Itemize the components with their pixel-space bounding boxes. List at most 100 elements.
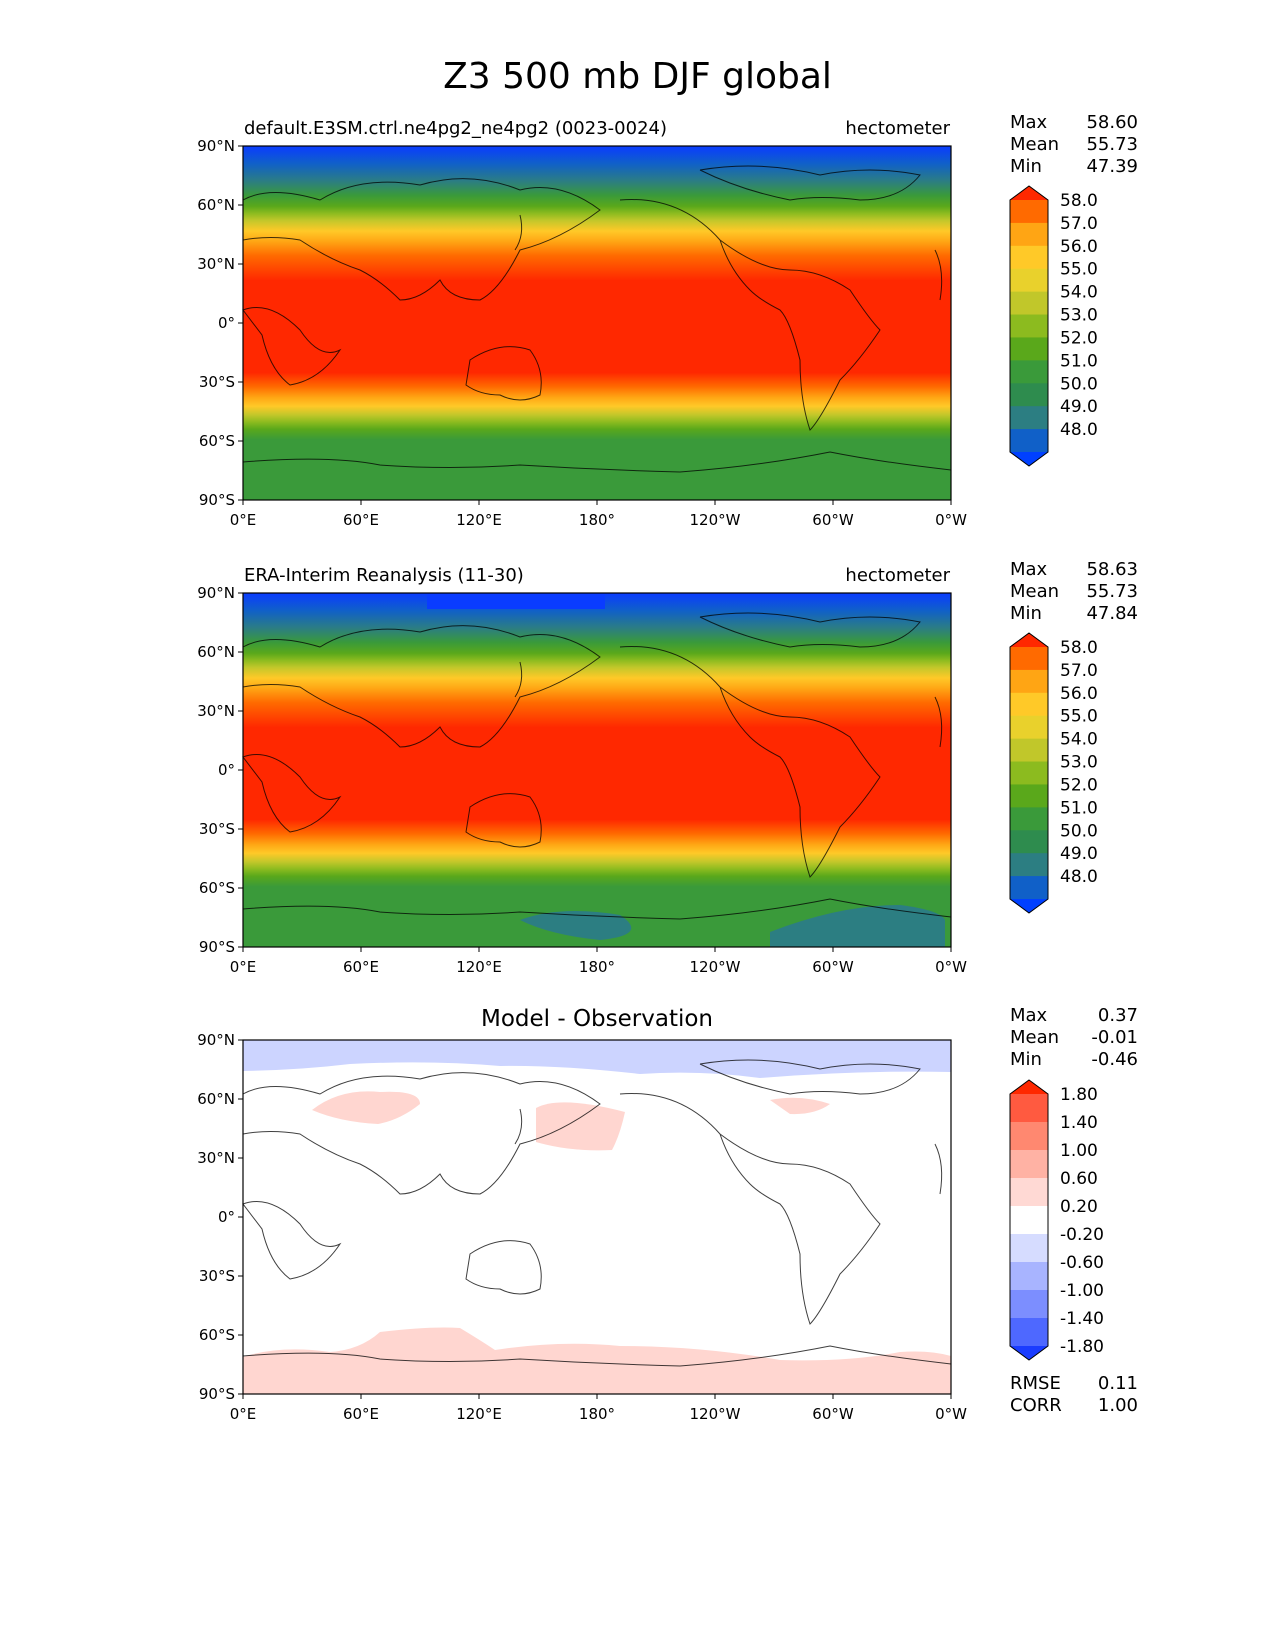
lon-tick-label: 0°E — [230, 511, 257, 529]
coastlines — [242, 1059, 952, 1367]
max-value: 0.37 — [1097, 1005, 1138, 1026]
colorbar-label: -1.80 — [1060, 1337, 1104, 1357]
colorbar-segment — [1010, 830, 1048, 854]
lat-tick-label: 30°N — [197, 255, 235, 273]
map-field — [243, 146, 951, 500]
lon-tick-label: 120°E — [456, 958, 502, 976]
colorbar-label: 52.0 — [1060, 328, 1098, 348]
colorbar-label: 0.60 — [1060, 1169, 1098, 1189]
figure-title: Z3 500 mb DJF global — [443, 56, 832, 97]
lat-tick-label: 90°N — [197, 137, 235, 155]
lat-tick-label: 90°N — [197, 1031, 235, 1049]
lat-tick-label: 90°S — [199, 1385, 235, 1403]
lon-tick-label: 120°W — [690, 1405, 741, 1423]
mean-label: Mean — [1010, 1027, 1060, 1048]
colorbar-label: 48.0 — [1060, 420, 1098, 440]
max-label: Max — [1010, 112, 1048, 133]
colorbar: 1.80 1.40 1.00 0.60 0.20 -0.20 -0.60 -1.00 -1.40… — [1009, 1079, 1104, 1361]
lon-tick-label: 60°W — [812, 1405, 854, 1423]
rmse-value: 0.11 — [1097, 1373, 1138, 1394]
coastlines — [242, 612, 952, 920]
colorbar-segment — [1010, 1262, 1048, 1291]
colorbar: 58.0 57.0 56.0 55.0 54.0 53.052.0 51.0 50.0 49.0… — [1009, 632, 1098, 914]
lat-tick-label: 90°S — [199, 938, 235, 956]
lat-tick-label: 60°S — [199, 879, 235, 897]
lon-tick-label: 0°W — [935, 511, 967, 529]
colorbar-label: 57.0 — [1060, 214, 1098, 234]
colorbar-segment — [1010, 1318, 1048, 1347]
colorbar-outline — [1009, 185, 1049, 467]
min-label: Min — [1010, 156, 1042, 177]
colorbar-label: 56.0 — [1060, 237, 1098, 257]
negative-region — [243, 1040, 951, 1078]
colorbar-extend-min — [1010, 899, 1048, 913]
max-label: Max — [1010, 1005, 1048, 1026]
rmse-label: RMSE — [1010, 1373, 1061, 1394]
mean-value: 55.73 — [1086, 134, 1138, 155]
lon-tick-label: 180° — [579, 1405, 615, 1423]
panel-2-units: hectometer — [845, 565, 950, 586]
mean-value: 55.73 — [1086, 581, 1138, 602]
colorbar-segment — [1010, 429, 1048, 453]
colorbar: 58.0 57.0 56.0 55.0 54.0 53.052.0 51.0 50.0 49.0… — [1009, 185, 1098, 467]
colorbar-segment — [1010, 291, 1048, 316]
colorbar-segment — [1010, 876, 1048, 900]
colorbar-outline — [1009, 632, 1049, 914]
lat-tick-label: 30°S — [199, 1267, 235, 1285]
colorbar-outline — [1009, 1079, 1049, 1361]
panel-1-title: default.E3SM.ctrl.ne4pg2_ne4pg2 (0023-00… — [244, 118, 667, 139]
colorbar-label: 53.0 — [1060, 753, 1098, 773]
lon-tick-label: 0°W — [935, 958, 967, 976]
coastlines — [242, 165, 952, 473]
lon-tick-label: 120°W — [690, 511, 741, 529]
colorbar-label: 1.40 — [1060, 1113, 1098, 1133]
lat-tick-label: 30°N — [197, 702, 235, 720]
panel-2-map — [242, 592, 952, 948]
colorbar-label: -0.20 — [1060, 1225, 1104, 1245]
colorbar-label: 54.0 — [1060, 730, 1098, 750]
lon-tick-label: 0°W — [935, 1405, 967, 1423]
lon-tick-label: 120°E — [456, 511, 502, 529]
colorbar-extend-min — [1010, 452, 1048, 466]
colorbar-segment — [1010, 222, 1048, 247]
lat-tick-label: 30°S — [199, 820, 235, 838]
colorbar-segment — [1010, 337, 1048, 361]
lat-tick-label: 0° — [218, 314, 235, 332]
colorbar-segment — [1010, 761, 1048, 785]
colorbar-segment — [1010, 738, 1048, 763]
min-value: 47.39 — [1086, 156, 1138, 177]
min-label: Min — [1010, 1049, 1042, 1070]
panel-1-map — [242, 145, 952, 501]
colorbar-segment — [1010, 200, 1048, 224]
lat-tick-label: 30°N — [197, 1149, 235, 1167]
lat-tick-label: 0° — [218, 1208, 235, 1226]
lat-tick-label: 60°N — [197, 196, 235, 214]
colorbar-label: 48.0 — [1060, 867, 1098, 887]
colorbar-label: 58.0 — [1060, 638, 1098, 658]
lon-tick-label: 60°W — [812, 958, 854, 976]
colorbar-segment — [1010, 1094, 1048, 1123]
mean-label: Mean — [1010, 134, 1060, 155]
lat-tick-label: 30°S — [199, 373, 235, 391]
colorbar-extend-max — [1010, 186, 1048, 200]
colorbar-label: 54.0 — [1060, 283, 1098, 303]
colorbar-label: 57.0 — [1060, 661, 1098, 681]
lon-tick-label: 60°E — [343, 1405, 379, 1423]
lon-tick-label: 180° — [579, 958, 615, 976]
colorbar-segment — [1010, 1206, 1048, 1235]
panel-1-stats: Max 58.60 Mean 55.73 Min 47.39 — [1010, 112, 1138, 178]
lat-tick-label: 60°S — [199, 432, 235, 450]
colorbar-label: 55.0 — [1060, 260, 1098, 280]
colorbar-label: 50.0 — [1060, 374, 1098, 394]
mean-label: Mean — [1010, 581, 1060, 602]
colorbar-label: 55.0 — [1060, 707, 1098, 727]
panel-3-title: Model - Observation — [480, 1006, 714, 1032]
min-value: 47.84 — [1086, 603, 1138, 624]
colorbar-segment — [1010, 268, 1048, 293]
corr-label: CORR — [1010, 1395, 1062, 1416]
panel-2-title: ERA-Interim Reanalysis (11-30) — [244, 565, 524, 586]
lon-tick-label: 60°W — [812, 511, 854, 529]
colorbar-label: 50.0 — [1060, 821, 1098, 841]
colorbar-segment — [1010, 1178, 1048, 1207]
